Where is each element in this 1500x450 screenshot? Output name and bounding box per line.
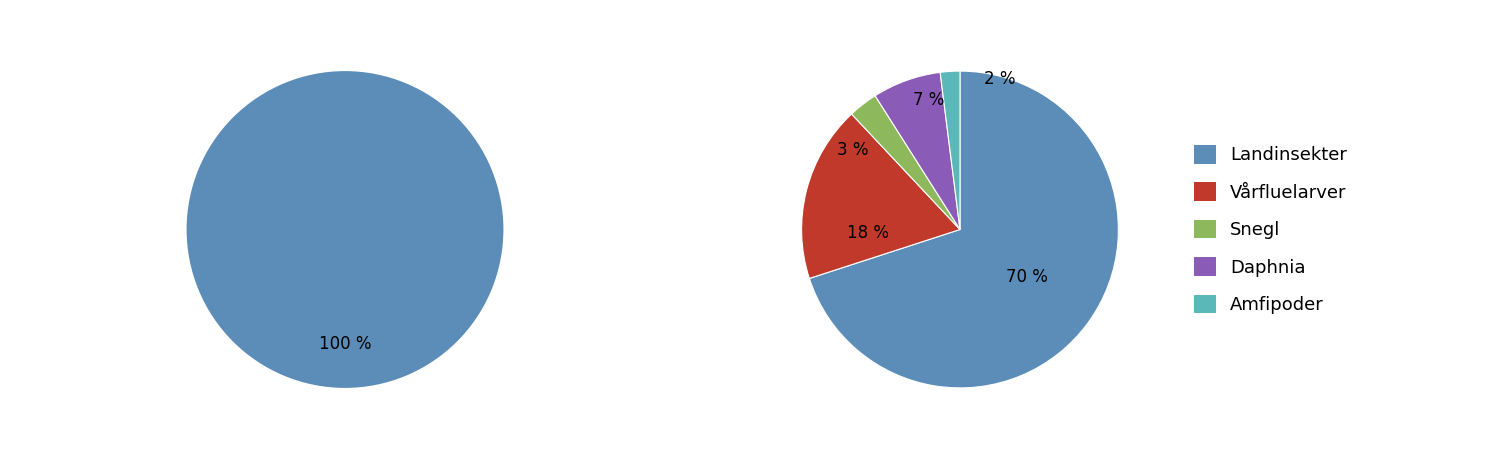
Wedge shape: [852, 96, 960, 230]
Text: 70 %: 70 %: [1005, 268, 1047, 286]
Text: 100 %: 100 %: [320, 334, 372, 352]
Wedge shape: [186, 71, 504, 388]
Wedge shape: [940, 71, 960, 229]
Text: 2 %: 2 %: [984, 70, 1016, 88]
Wedge shape: [810, 71, 1119, 388]
Legend: Landinsekter, Vårfluelarver, Snegl, Daphnia, Amfipoder: Landinsekter, Vårfluelarver, Snegl, Daph…: [1186, 138, 1354, 321]
Wedge shape: [874, 72, 960, 230]
Wedge shape: [801, 114, 960, 279]
Text: 7 %: 7 %: [912, 90, 944, 108]
Text: 3 %: 3 %: [837, 141, 868, 159]
Text: 18 %: 18 %: [847, 224, 889, 242]
